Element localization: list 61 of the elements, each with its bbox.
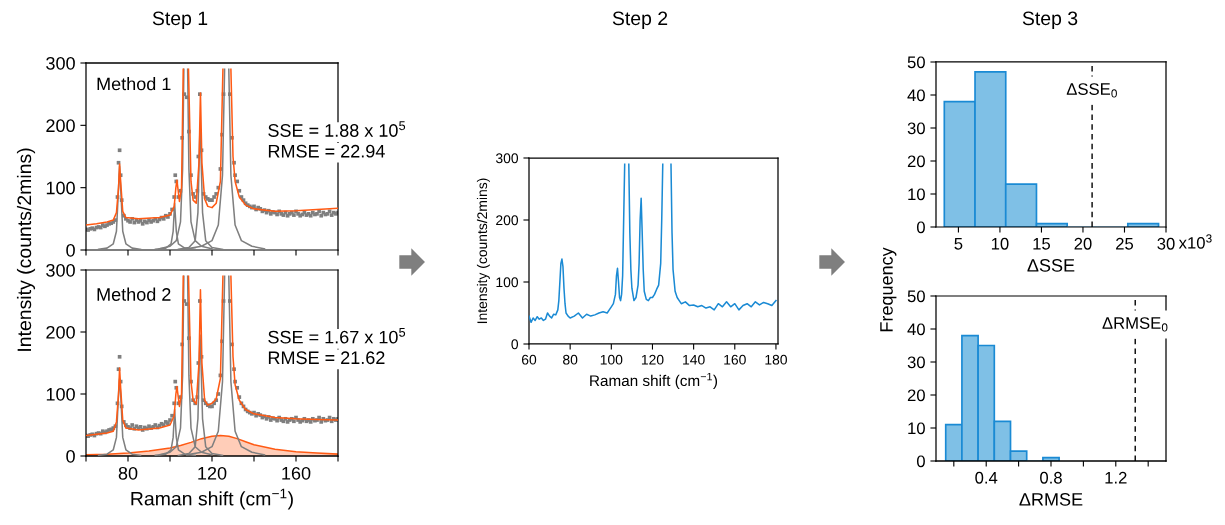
y-tick-label: 0: [916, 455, 925, 468]
annotation: Method 2: [97, 287, 171, 301]
y-axis-title: Frequency: [880, 247, 897, 332]
y-tick-label: 30: [907, 122, 925, 135]
x-tick-label: 30: [1157, 237, 1175, 250]
y-tick-label: 200: [46, 325, 75, 339]
x-tick-label: 160: [724, 354, 746, 365]
chart-title: Step 1: [152, 11, 208, 30]
x-axis-title: Raman shift (cm$^{−1}$): [590, 372, 718, 390]
y-tick-label: 10: [908, 188, 925, 201]
x-tick-label: 100: [600, 354, 623, 365]
y-tick-label: 100: [46, 181, 75, 195]
y-tick-label: 300: [495, 153, 519, 164]
annotation: SSE = 1.88 x 10$^{5}$: [268, 121, 406, 137]
x-tick-label: 25: [1116, 237, 1134, 250]
y-tick-label: 0: [511, 339, 519, 350]
x-tick-label: 60: [521, 354, 537, 365]
y-axis-title: Intensity (counts/2mins): [16, 148, 36, 351]
x-tick-label: 160: [282, 466, 311, 480]
y-tick-label: 300: [46, 263, 75, 277]
x-axis-title: ΔSSE: [1027, 258, 1075, 272]
y-tick-label: 100: [496, 277, 519, 288]
x-tick-label: 120: [641, 354, 664, 365]
x-tick-label: 180: [765, 354, 787, 365]
x-tick-label: 80: [563, 354, 578, 365]
chart-title: Step 2: [612, 11, 668, 30]
x-tick-label: 80: [118, 466, 138, 480]
y-tick-label: 40: [907, 89, 925, 102]
y-tick-label: 50: [907, 290, 925, 303]
x-tick-label: 1.2: [1105, 471, 1127, 484]
y-tick-label: 10: [908, 422, 925, 435]
y-tick-label: 300: [46, 56, 75, 70]
y-tick-label: 0: [916, 221, 925, 234]
ref-line-label: ΔSSE$_{0}$: [1066, 83, 1117, 98]
y-tick-label: 200: [496, 215, 519, 226]
x-tick-label: 0.8: [1040, 471, 1062, 484]
ref-line-label: ΔRMSE$_{0}$: [1102, 317, 1168, 332]
x-tick-label: 140: [683, 354, 705, 365]
x-tick-label: 120: [198, 466, 227, 480]
y-tick-label: 200: [46, 119, 75, 133]
annotation: Method 1: [97, 77, 171, 91]
y-tick-label: 50: [907, 56, 925, 69]
y-tick-label: 100: [46, 387, 75, 401]
annotation: RMSE = 22.94: [268, 144, 385, 158]
x-tick-label: 20: [1074, 237, 1092, 250]
x-axis-title: ΔRMSE: [1019, 492, 1083, 506]
chart-title: Step 3: [1022, 11, 1078, 30]
x-tick-label: 15: [1033, 238, 1051, 250]
x-tick-label: 5: [954, 238, 963, 250]
annotation: RMSE = 21.62: [268, 351, 385, 365]
y-tick-label: 20: [907, 389, 925, 402]
text: x10$^{3}$: [1178, 234, 1212, 249]
y-tick-label: 0: [66, 243, 75, 257]
y-axis-title: Intensity (counts/2mins): [476, 178, 490, 324]
x-tick-label: 0.4: [975, 471, 998, 484]
x-tick-label: 10: [991, 237, 1009, 250]
x-axis-title: Raman shift (cm$^{−1}$): [131, 488, 293, 510]
annotation: SSE = 1.67 x 10$^{5}$: [268, 327, 406, 344]
y-tick-label: 0: [66, 449, 75, 463]
y-tick-label: 40: [907, 323, 925, 336]
y-tick-label: 20: [907, 155, 925, 168]
